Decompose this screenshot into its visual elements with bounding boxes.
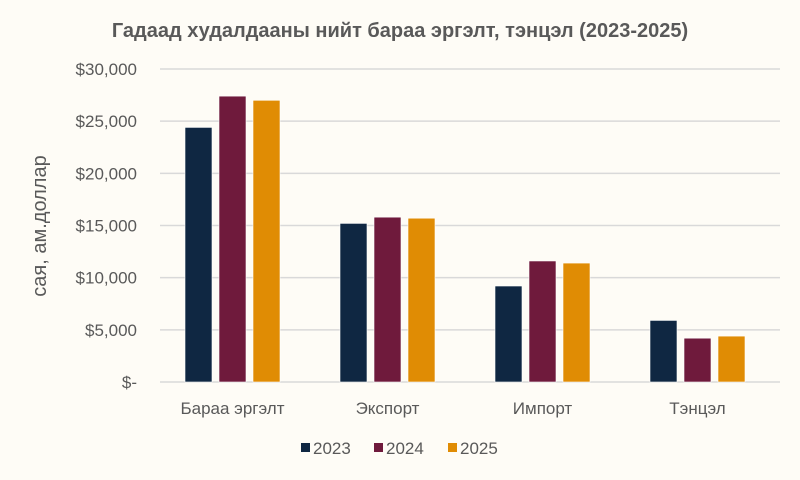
y-tick-label: $5,000 (85, 321, 137, 340)
bar-2024 (528, 260, 557, 383)
x-category-label: Бараа эргэлт (180, 399, 284, 418)
bar-2023 (184, 127, 213, 383)
bar-2025 (407, 217, 436, 383)
x-category-label: Тэнцэл (669, 399, 725, 418)
legend-swatch-2024 (374, 443, 383, 452)
legend-label: 2025 (460, 439, 498, 458)
bar-2023 (649, 320, 678, 383)
chart-title: Гадаад худалдааны нийт бараа эргэлт, тэн… (112, 20, 688, 42)
bar-2023 (494, 285, 523, 383)
legend: 2023 2024 2025 (301, 439, 498, 458)
bars (184, 95, 746, 383)
y-tick-label: $20,000 (76, 164, 137, 183)
y-tick-label: $25,000 (76, 112, 137, 131)
x-axis-categories: Бараа эргэлт Экспорт Импорт Тэнцэл (180, 399, 725, 418)
legend-swatch-2023 (301, 443, 310, 452)
y-tick-label: $- (122, 373, 137, 392)
x-category-label: Импорт (513, 399, 573, 418)
legend-label: 2023 (313, 439, 351, 458)
bar-2025 (717, 335, 746, 383)
bar-2025 (252, 100, 281, 383)
bar-2023 (339, 223, 368, 383)
bar-2025 (562, 262, 591, 383)
legend-label: 2024 (386, 439, 424, 458)
y-tick-label: $10,000 (76, 269, 137, 288)
y-tick-label: $30,000 (76, 60, 137, 79)
y-axis-label: сая, ам.доллар (29, 155, 51, 296)
bar-2024 (218, 95, 247, 383)
y-tick-label: $15,000 (76, 217, 137, 236)
bar-2024 (683, 337, 712, 383)
legend-swatch-2025 (448, 443, 457, 452)
x-category-label: Экспорт (356, 399, 420, 418)
bar-2024 (373, 216, 402, 383)
y-axis-ticks: $- $5,000 $10,000 $15,000 $20,000 $25,000 $30,… (76, 60, 137, 392)
